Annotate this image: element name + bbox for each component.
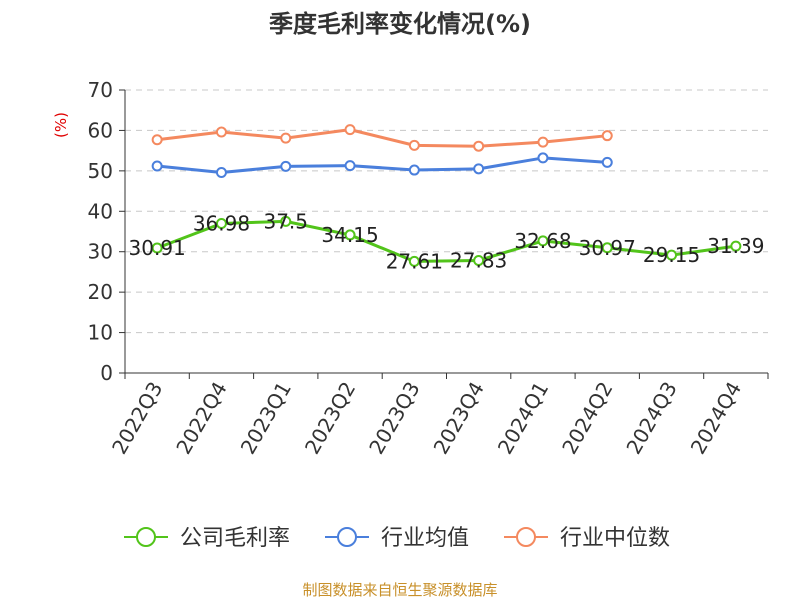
data-point — [601, 130, 613, 142]
y-tick-label: 50 — [88, 159, 113, 183]
data-label-layer: 30.91 36.98 37.5 34.15 27.61 27.83 32.68 30.97 2… — [129, 209, 765, 273]
legend: 公司毛利率 行业均值 行业中位数 — [124, 526, 670, 551]
data-label: 27.83 — [450, 248, 507, 272]
legend-item: 行业中位数 — [504, 526, 670, 551]
x-tick-label: 2023Q4 — [429, 378, 489, 459]
data-point — [280, 215, 292, 227]
data-label: 27.61 — [386, 249, 443, 273]
data-point — [151, 242, 163, 254]
data-point — [601, 156, 613, 168]
data-point — [151, 160, 163, 172]
data-point — [537, 136, 549, 148]
data-point — [473, 163, 485, 175]
y-axis-label: (%) — [52, 112, 70, 138]
data-label: 30.97 — [579, 236, 636, 260]
data-point — [473, 140, 485, 152]
y-tick-label: 10 — [88, 321, 113, 345]
x-tick-label: 2022Q4 — [171, 378, 231, 459]
legend-item: 行业均值 — [325, 526, 469, 551]
data-point — [344, 229, 356, 241]
data-label: 37.5 — [263, 209, 308, 233]
series-layer — [151, 124, 742, 267]
y-tick-label: 70 — [88, 78, 113, 102]
data-point — [537, 235, 549, 247]
series-line — [156, 156, 608, 174]
y-tick-label: 60 — [88, 118, 113, 142]
x-tick-label: 2024Q1 — [493, 378, 553, 459]
data-point — [344, 160, 356, 172]
legend-label: 行业均值 — [381, 526, 469, 551]
data-point — [601, 242, 613, 254]
x-tick-label: 2023Q2 — [300, 378, 360, 459]
legend-marker — [516, 527, 536, 547]
y-tick-label: 30 — [88, 240, 113, 264]
data-label: 30.91 — [129, 236, 186, 260]
data-point — [473, 254, 485, 266]
series-2 — [151, 124, 613, 152]
legend-label: 行业中位数 — [560, 526, 670, 551]
data-label: 32.68 — [514, 229, 571, 253]
series-line — [156, 128, 608, 148]
x-tick-label: 2024Q4 — [686, 378, 746, 459]
data-point — [408, 164, 420, 176]
chart-title: 季度毛利率变化情况(%) — [269, 10, 531, 38]
data-label: 36.98 — [193, 211, 250, 235]
data-point — [408, 255, 420, 267]
data-label: 34.15 — [321, 223, 378, 247]
legend-item: 公司毛利率 — [124, 526, 290, 551]
data-point — [215, 126, 227, 138]
data-point — [730, 240, 742, 252]
data-label: 31.39 — [707, 234, 764, 258]
data-point — [151, 134, 163, 146]
data-label: 29.15 — [643, 243, 700, 267]
data-point — [280, 160, 292, 172]
data-point — [280, 132, 292, 144]
data-point — [344, 124, 356, 136]
y-tick-label: 20 — [88, 280, 113, 304]
data-point — [408, 139, 420, 151]
legend-label: 公司毛利率 — [180, 526, 290, 551]
data-point — [666, 249, 678, 261]
y-tick-label: 40 — [88, 199, 113, 223]
source-note: 制图数据来自恒生聚源数据库 — [302, 581, 497, 599]
data-point — [215, 217, 227, 229]
series-1 — [151, 152, 613, 178]
x-tick-label: 2024Q3 — [621, 378, 681, 459]
data-point — [537, 152, 549, 164]
x-tick-label: 2024Q2 — [557, 378, 617, 459]
x-tick-label: 2022Q3 — [107, 378, 167, 459]
y-tick-label: 0 — [100, 361, 113, 385]
series-0 — [151, 215, 742, 267]
series-line — [156, 219, 737, 263]
data-point — [215, 166, 227, 178]
legend-marker — [136, 527, 156, 547]
legend-marker — [337, 527, 357, 547]
x-tick-label: 2023Q1 — [236, 378, 296, 459]
x-tick-label: 2023Q3 — [364, 378, 424, 459]
